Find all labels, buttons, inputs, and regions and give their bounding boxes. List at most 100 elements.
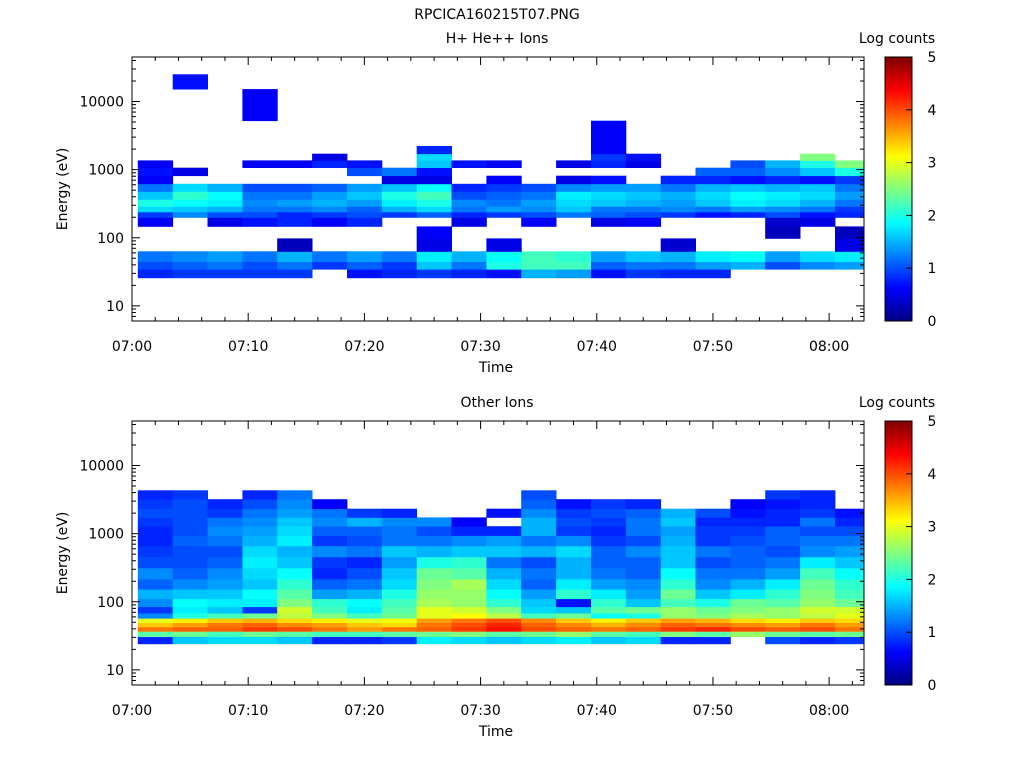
heatmap-cell bbox=[486, 261, 522, 270]
heatmap-cell bbox=[451, 206, 487, 213]
colorbar-segment bbox=[885, 268, 912, 271]
heatmap-cell bbox=[556, 261, 592, 270]
heatmap-cells bbox=[137, 490, 865, 645]
heatmap-cell bbox=[207, 636, 243, 645]
colorbar-segment bbox=[885, 627, 912, 631]
heatmap-cell bbox=[486, 238, 522, 252]
colorbar-segment bbox=[885, 74, 912, 78]
heatmap-cell bbox=[765, 191, 801, 200]
colorbar-segment bbox=[885, 520, 912, 523]
heatmap-cell bbox=[312, 517, 348, 527]
heatmap-cell bbox=[800, 199, 836, 207]
heatmap-cell bbox=[137, 490, 174, 500]
colorbar-tick-label: 5 bbox=[928, 414, 937, 430]
heatmap-cell bbox=[172, 499, 208, 510]
heatmap-cell bbox=[521, 526, 557, 536]
heatmap-cell bbox=[835, 578, 865, 590]
heatmap-cell bbox=[347, 212, 383, 218]
heatmap-cell bbox=[695, 175, 731, 185]
colorbar-segment bbox=[885, 548, 912, 552]
heatmap-cell bbox=[137, 535, 174, 547]
heatmap-cell bbox=[625, 626, 662, 632]
colorbar-tick-label: 0 bbox=[928, 678, 937, 694]
heatmap-cell bbox=[625, 206, 662, 213]
colorbar-segment bbox=[885, 72, 912, 76]
colorbar-segment bbox=[885, 645, 912, 649]
heatmap-cell bbox=[137, 636, 174, 645]
heatmap-cell bbox=[381, 526, 418, 536]
heatmap-cell bbox=[347, 508, 383, 518]
heatmap-cell bbox=[137, 212, 174, 218]
heatmap-cell bbox=[172, 631, 208, 637]
colorbar-segment bbox=[885, 160, 912, 164]
heatmap-cell bbox=[556, 175, 592, 185]
colorbar-segment bbox=[885, 539, 912, 543]
colorbar-segment bbox=[885, 667, 912, 671]
heatmap-cell bbox=[242, 526, 278, 536]
heatmap-cell bbox=[765, 206, 801, 213]
heatmap-cell bbox=[277, 567, 313, 580]
heatmap-cell bbox=[207, 261, 243, 270]
colorbar-tick-label: 1 bbox=[928, 261, 937, 277]
heatmap-cell bbox=[730, 631, 766, 637]
colorbar-segment bbox=[885, 546, 912, 550]
colorbar-segment bbox=[885, 224, 912, 227]
heatmap-cell bbox=[521, 545, 557, 558]
colorbar-segment bbox=[885, 451, 912, 455]
heatmap-cell bbox=[765, 545, 801, 558]
heatmap-cell bbox=[347, 636, 383, 645]
plot-frame bbox=[131, 420, 865, 686]
heatmap-cell bbox=[521, 269, 557, 279]
colorbar-segment bbox=[885, 114, 912, 117]
heatmap-cell bbox=[660, 526, 696, 536]
colorbar-segment bbox=[885, 105, 912, 109]
x-axis: 07:00 07:10 07:20 07:30 07:40 07:50 08:00 bbox=[112, 421, 853, 719]
colorbar-segment bbox=[885, 255, 912, 258]
heatmap-cell bbox=[172, 526, 208, 536]
heatmap-cell bbox=[591, 535, 627, 547]
y-axis: 10 100 1000 10000 bbox=[79, 423, 864, 686]
colorbar-segment bbox=[885, 127, 912, 131]
heatmap-cell bbox=[207, 199, 243, 207]
heatmap-cell bbox=[556, 556, 592, 569]
colorbar-segment bbox=[885, 612, 912, 616]
heatmap-cell bbox=[765, 598, 801, 608]
colorbar-segment bbox=[885, 290, 912, 293]
heatmap-cell bbox=[625, 261, 662, 270]
colorbar-segment bbox=[885, 478, 912, 481]
heatmap-cell bbox=[765, 175, 801, 185]
heatmap-cell bbox=[312, 199, 348, 207]
colorbar-segment bbox=[885, 233, 912, 236]
colorbar-segment bbox=[885, 498, 912, 501]
colorbar-segment bbox=[885, 544, 912, 547]
heatmap-cell bbox=[416, 269, 452, 279]
heatmap-cell bbox=[486, 606, 522, 614]
colorbar-segment bbox=[885, 434, 912, 437]
heatmap-cell bbox=[381, 535, 418, 547]
colorbar-segment bbox=[885, 610, 912, 613]
heatmap-cell bbox=[416, 526, 452, 536]
colorbar-segment bbox=[885, 462, 912, 466]
colorbar-segment bbox=[885, 147, 912, 150]
heatmap-cell bbox=[137, 508, 174, 518]
colorbar-segment bbox=[885, 65, 912, 69]
colorbar-segment bbox=[885, 425, 912, 429]
heatmap-cell bbox=[835, 618, 865, 623]
heatmap-cell bbox=[765, 517, 801, 527]
heatmap-cell bbox=[695, 199, 731, 207]
heatmap-cell bbox=[660, 251, 696, 262]
heatmap-cell bbox=[137, 589, 174, 600]
heatmap-cell bbox=[312, 589, 348, 600]
heatmap-cell bbox=[277, 535, 313, 547]
heatmap-cell bbox=[381, 613, 418, 619]
colorbar-segment bbox=[885, 94, 912, 98]
colorbar-segment bbox=[885, 136, 912, 139]
heatmap-cell bbox=[695, 269, 731, 279]
colorbar-segment bbox=[885, 528, 912, 532]
colorbar-segment bbox=[885, 131, 912, 135]
heatmap-cell bbox=[451, 567, 487, 580]
y-tick-label: 100 bbox=[97, 595, 124, 611]
heatmap-cell bbox=[207, 206, 243, 213]
heatmap-cell bbox=[207, 508, 243, 518]
colorbar-segment bbox=[885, 101, 912, 104]
